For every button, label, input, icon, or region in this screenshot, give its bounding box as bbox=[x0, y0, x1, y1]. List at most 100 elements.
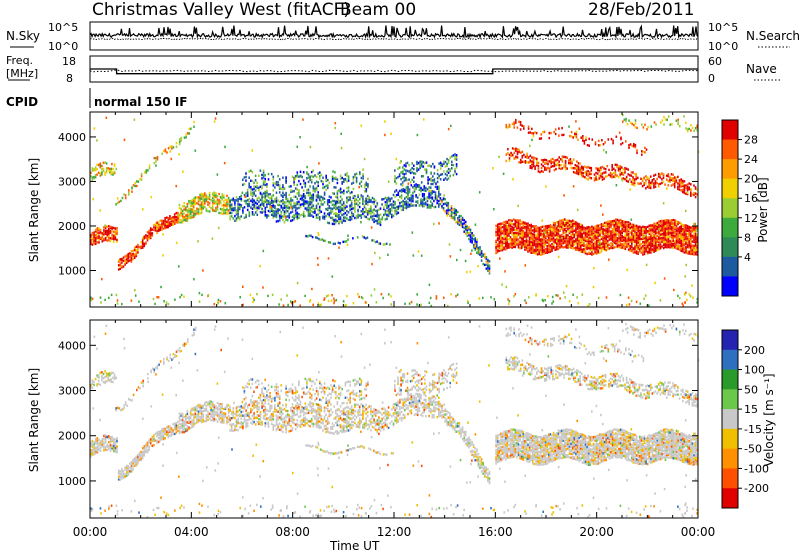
data-cell bbox=[245, 172, 247, 175]
data-cell bbox=[312, 169, 315, 172]
data-cell bbox=[116, 451, 118, 454]
data-cell bbox=[400, 183, 402, 186]
data-cell bbox=[310, 206, 313, 209]
data-cell bbox=[117, 469, 120, 472]
data-cell bbox=[197, 196, 200, 199]
data-cell bbox=[188, 216, 190, 220]
data-cell bbox=[540, 238, 542, 241]
data-cell bbox=[299, 197, 302, 201]
data-cell bbox=[271, 293, 274, 296]
data-cell bbox=[537, 170, 540, 173]
power-cbar-frame bbox=[721, 119, 739, 297]
data-cell bbox=[150, 195, 153, 199]
data-cell bbox=[658, 233, 660, 236]
data-cell bbox=[552, 236, 555, 240]
data-cell bbox=[573, 243, 576, 246]
data-cell bbox=[619, 167, 621, 170]
data-cell bbox=[686, 243, 689, 247]
data-cell bbox=[156, 296, 158, 299]
data-cell bbox=[110, 169, 113, 172]
data-cell bbox=[554, 227, 556, 231]
data-cell bbox=[621, 227, 623, 231]
data-cell bbox=[675, 230, 678, 233]
data-cell bbox=[602, 235, 604, 239]
data-cell bbox=[682, 235, 684, 238]
data-cell bbox=[516, 231, 518, 235]
data-cell bbox=[520, 231, 523, 234]
data-cell bbox=[250, 188, 252, 191]
data-cell bbox=[439, 199, 442, 202]
data-cell bbox=[690, 194, 692, 197]
data-cell bbox=[428, 196, 430, 199]
data-cell bbox=[344, 240, 346, 243]
data-cell bbox=[191, 204, 193, 208]
data-cell bbox=[458, 219, 461, 222]
data-cell bbox=[474, 242, 476, 245]
data-cell bbox=[629, 247, 631, 250]
data-cell bbox=[509, 245, 512, 249]
data-cell bbox=[654, 232, 657, 235]
data-cell bbox=[564, 155, 567, 159]
data-cell bbox=[584, 165, 586, 168]
data-cell bbox=[498, 227, 501, 231]
data-cell bbox=[570, 166, 572, 169]
data-cell bbox=[624, 241, 627, 244]
data-cell bbox=[230, 203, 233, 206]
data-cell bbox=[103, 226, 105, 229]
data-cell bbox=[431, 197, 434, 200]
data-cell bbox=[323, 197, 326, 200]
data-cell bbox=[104, 441, 107, 444]
data-cell bbox=[230, 208, 233, 212]
data-cell bbox=[598, 167, 601, 170]
data-cell bbox=[495, 233, 497, 236]
data-cell bbox=[551, 234, 553, 238]
data-cell bbox=[302, 215, 305, 218]
data-cell bbox=[449, 156, 451, 159]
data-cell bbox=[651, 238, 654, 241]
data-cell bbox=[357, 213, 359, 216]
data-cell bbox=[685, 245, 687, 249]
data-cell bbox=[514, 219, 517, 222]
data-cell bbox=[301, 186, 303, 189]
data-cell bbox=[639, 225, 641, 228]
data-cell bbox=[504, 224, 507, 227]
data-cell bbox=[623, 229, 625, 233]
data-cell bbox=[501, 229, 504, 233]
data-cell bbox=[677, 185, 679, 188]
data-cell bbox=[286, 197, 289, 201]
data-cell bbox=[597, 241, 600, 244]
data-cell bbox=[578, 242, 580, 246]
data-cell bbox=[221, 195, 223, 199]
data-cell bbox=[266, 189, 268, 192]
data-cell bbox=[152, 297, 155, 301]
data-cell bbox=[582, 175, 585, 178]
data-cell bbox=[110, 293, 113, 297]
data-cell bbox=[578, 229, 580, 232]
data-cell bbox=[103, 442, 105, 446]
data-cell bbox=[317, 216, 319, 219]
data-cell bbox=[669, 235, 671, 238]
data-cell bbox=[140, 246, 142, 250]
data-cell bbox=[621, 229, 623, 232]
data-cell bbox=[191, 201, 193, 204]
data-cell bbox=[514, 233, 517, 236]
data-cell bbox=[525, 228, 528, 231]
data-cell bbox=[200, 197, 203, 200]
data-cell bbox=[683, 185, 686, 189]
data-cell bbox=[667, 240, 670, 243]
data-cell bbox=[339, 217, 342, 220]
data-cell bbox=[417, 161, 420, 165]
data-cell bbox=[667, 223, 670, 226]
data-cell bbox=[536, 157, 538, 161]
data-cell bbox=[237, 210, 239, 213]
data-cell bbox=[602, 239, 604, 242]
data-cell bbox=[554, 238, 556, 241]
data-cell bbox=[507, 126, 509, 129]
data-cell bbox=[573, 239, 576, 243]
data-cell bbox=[618, 235, 620, 238]
data-cell bbox=[339, 195, 342, 198]
data-cell bbox=[124, 263, 126, 266]
data-cell bbox=[210, 199, 212, 202]
data-cell bbox=[343, 180, 345, 183]
data-cell bbox=[543, 238, 545, 241]
